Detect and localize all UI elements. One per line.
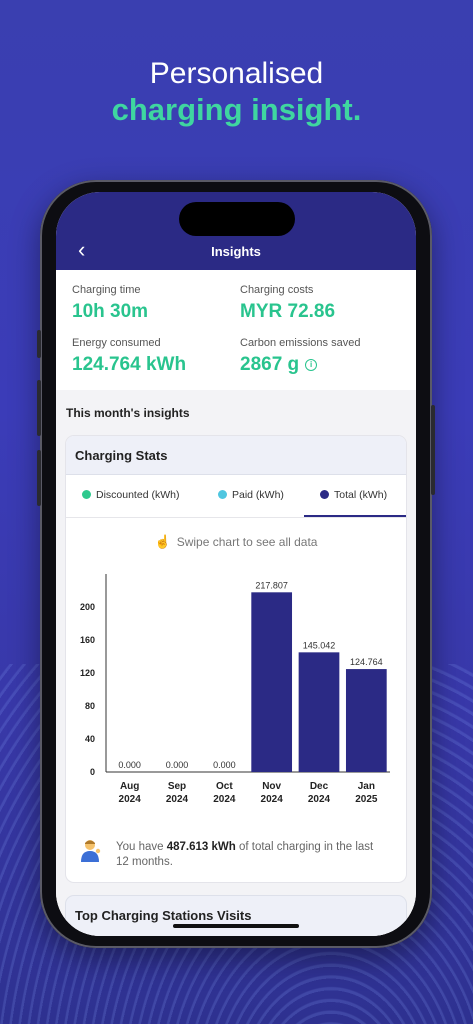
phone-side-button [37,380,41,436]
phone-side-button [37,330,41,358]
summary-value-row: 2867 g i [240,354,360,376]
y-tick-label: 200 [80,602,95,612]
tab-discounted[interactable]: Discounted (kWh) [82,489,179,501]
active-tab-indicator [304,515,406,517]
y-tick-label: 80 [85,701,95,711]
bar-value-label: 0.000 [213,760,236,770]
dynamic-island [179,202,295,236]
tab-label: Total (kWh) [334,489,388,501]
page-title: Insights [211,244,261,259]
legend-dot-icon [218,490,227,499]
summary-value: 124.764 kWh [72,354,187,375]
bar[interactable] [345,669,387,772]
note-suffix: of total charging in the last 12 months. [116,841,374,868]
x-tick-label: 2025 [355,794,378,805]
x-tick-label: 2024 [308,794,331,805]
series-tabs: Discounted (kWh) Paid (kWh) Total (kWh) [66,475,406,518]
y-tick-label: 120 [80,668,95,678]
phone-frame: ‹ Insights Charging time 10h 30m Chargin… [37,180,435,948]
card-title: Charging Stats [75,448,168,463]
charging-stats-card: Charging Stats Discounted (kWh) Paid (kW… [66,436,406,882]
tab-label: Paid (kWh) [232,489,284,501]
y-tick-label: 0 [90,767,95,777]
swipe-hint-text: Swipe chart to see all data [176,535,318,549]
tab-paid[interactable]: Paid (kWh) [218,489,284,501]
top-stations-card[interactable]: Top Charging Stations Visits [66,896,406,936]
card-title: Top Charging Stations Visits [75,908,252,923]
tab-total[interactable]: Total (kWh) [320,489,387,501]
summary-value: 2867 g [240,354,300,375]
note-text: You have 487.613 kWh of total charging i… [116,840,386,870]
x-tick-label: Oct [216,781,233,792]
tab-label: Discounted (kWh) [96,489,180,501]
insights-content: This month's insights Charging Stats Dis… [56,390,416,936]
swipe-hint: ☝ Swipe chart to see all data [66,534,406,550]
summary-carbon-saved: Carbon emissions saved 2867 g i [240,337,360,376]
summary-panel: Charging time 10h 30m Charging costs MYR… [56,270,416,390]
bar-value-label: 217.807 [255,580,288,590]
phone-side-button [37,450,41,506]
y-tick-label: 40 [85,734,95,744]
y-tick-label: 160 [80,635,95,645]
headline-line-1: Personalised [149,57,324,90]
summary-label: Carbon emissions saved [240,337,361,349]
x-tick-label: 2024 [119,794,142,805]
bar-value-label: 145.042 [303,640,336,650]
bar[interactable] [298,652,340,772]
swipe-hand-icon: ☝ [154,534,171,549]
card-header: Charging Stats [66,436,406,475]
x-tick-label: Sep [168,781,186,792]
summary-label: Charging costs [240,284,314,296]
legend-dot-icon [82,490,91,499]
home-indicator [173,924,299,928]
x-tick-label: 2024 [166,794,189,805]
summary-label: Charging time [72,284,141,296]
bar-chart[interactable]: 0 40 80 120 160 200 0.000 Aug 2024 0.000 Sep 2024 0.… [72,566,402,836]
note-prefix: You have [116,841,167,853]
x-tick-label: 2024 [213,794,236,805]
bar-value-label: 0.000 [166,760,189,770]
x-tick-label: 2024 [261,794,284,805]
headline: Personalised charging insight. [0,56,473,128]
section-title: This month's insights [66,406,190,420]
bar[interactable] [251,592,293,772]
summary-value: MYR 72.86 [240,301,336,322]
bar-value-label: 0.000 [118,760,141,770]
summary-energy-consumed: Energy consumed 124.764 kWh [72,337,186,376]
summary-label: Energy consumed [72,337,161,349]
x-tick-label: Dec [310,781,329,792]
info-icon[interactable]: i [305,358,318,371]
headline-line-2: charging insight. [111,92,362,127]
summary-value: 10h 30m [72,301,149,322]
x-tick-label: Aug [120,781,139,792]
phone-screen: ‹ Insights Charging time 10h 30m Chargin… [56,192,416,936]
summary-charging-time: Charging time 10h 30m [72,284,148,323]
note-highlight: 487.613 kWh [166,841,236,853]
person-tipping-hand-icon [81,840,101,862]
phone-side-button [431,405,435,495]
x-tick-label: Jan [358,781,375,792]
bar-value-label: 124.764 [350,657,383,667]
legend-dot-icon [320,490,329,499]
back-arrow-icon[interactable]: ‹ [78,237,86,262]
x-tick-label: Nov [262,781,281,792]
summary-charging-costs: Charging costs MYR 72.86 [240,284,335,323]
